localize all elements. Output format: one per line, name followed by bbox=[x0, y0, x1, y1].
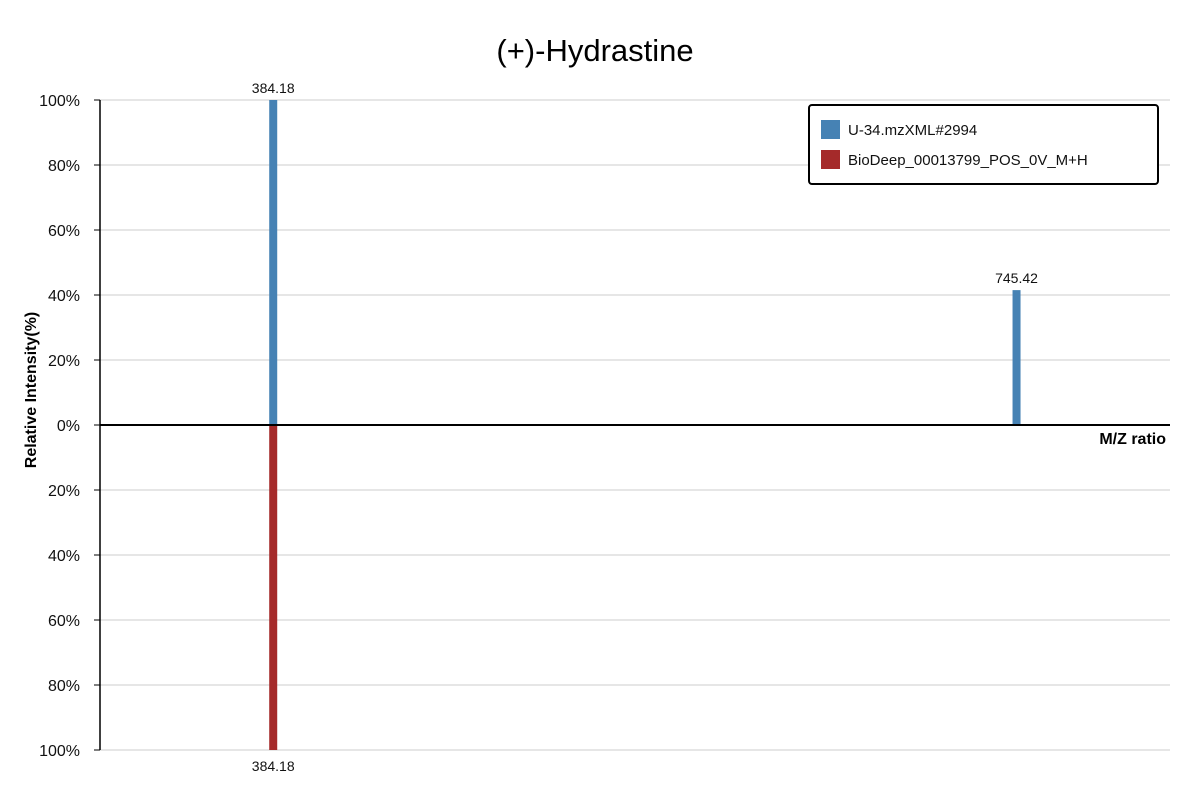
grid-lines bbox=[100, 99, 1170, 751]
peak-labels: 384.18 745.42 384.18 bbox=[252, 80, 1038, 774]
peak-bar bbox=[269, 100, 278, 425]
peak-label: 745.42 bbox=[995, 270, 1038, 286]
legend-label: BioDeep_00013799_POS_0V_M+H bbox=[848, 152, 1088, 169]
y-tick-label: 100% bbox=[39, 93, 80, 110]
peak-bars bbox=[269, 100, 1021, 750]
y-tick-label: 40% bbox=[48, 548, 80, 565]
legend-swatch bbox=[821, 150, 840, 169]
peak-label: 384.18 bbox=[252, 80, 295, 96]
legend-box bbox=[808, 104, 1159, 185]
legend-swatch bbox=[821, 120, 840, 139]
peak-label: 384.18 bbox=[252, 758, 295, 774]
y-tick-label: 100% bbox=[39, 743, 80, 760]
peak-bar bbox=[1012, 290, 1021, 425]
y-tick-label: 40% bbox=[48, 288, 80, 305]
y-tick-label: 0% bbox=[57, 418, 80, 435]
x-axis-title: M/Z ratio bbox=[1099, 431, 1166, 448]
chart-title: (+)-Hydrastine bbox=[496, 33, 693, 68]
y-axis-title: Relative Intensity(%) bbox=[23, 312, 40, 468]
y-axis-ticks: 100% 80% 60% 40% 20% 0% 20% 40% 60% 80% 100% bbox=[39, 93, 100, 760]
legend-label: U-34.mzXML#2994 bbox=[848, 122, 977, 139]
peak-bar bbox=[269, 425, 278, 750]
y-tick-label: 80% bbox=[48, 158, 80, 175]
y-tick-label: 20% bbox=[48, 353, 80, 370]
legend: U-34.mzXML#2994 BioDeep_00013799_POS_0V_M… bbox=[808, 104, 1159, 185]
y-tick-label: 20% bbox=[48, 483, 80, 500]
y-tick-label: 60% bbox=[48, 613, 80, 630]
y-tick-label: 60% bbox=[48, 223, 80, 240]
y-tick-label: 80% bbox=[48, 678, 80, 695]
